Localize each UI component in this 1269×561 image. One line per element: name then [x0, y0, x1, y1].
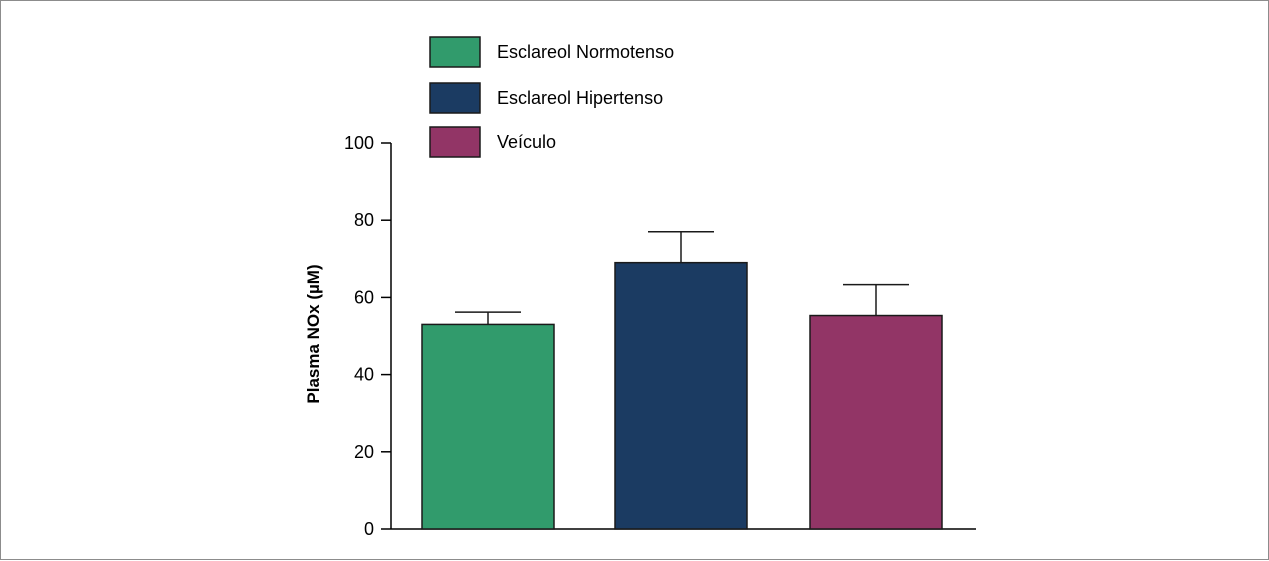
legend-label-3: Veículo [497, 132, 556, 152]
legend-swatch-3 [429, 126, 481, 158]
y-tick-label: 40 [354, 365, 374, 385]
bars [421, 231, 943, 530]
bar-2 [614, 261, 748, 530]
y-tick-label: 20 [354, 442, 374, 462]
bar-3 [809, 314, 943, 530]
legend: Esclareol Normotenso Esclareol Hipertenso… [429, 36, 674, 158]
legend-swatch-2 [429, 82, 481, 114]
legend-label-1: Esclareol Normotenso [497, 42, 674, 62]
y-tick-label: 0 [364, 519, 374, 539]
bar-1 [421, 323, 555, 530]
y-tick-label: 60 [354, 287, 374, 307]
legend-swatch-1 [429, 36, 481, 68]
y-axis-label: Plasma NOx (µM) [304, 264, 323, 403]
legend-label-2: Esclareol Hipertenso [497, 88, 663, 108]
y-tick-label: 80 [354, 210, 374, 230]
y-tick-label: 100 [344, 133, 374, 153]
